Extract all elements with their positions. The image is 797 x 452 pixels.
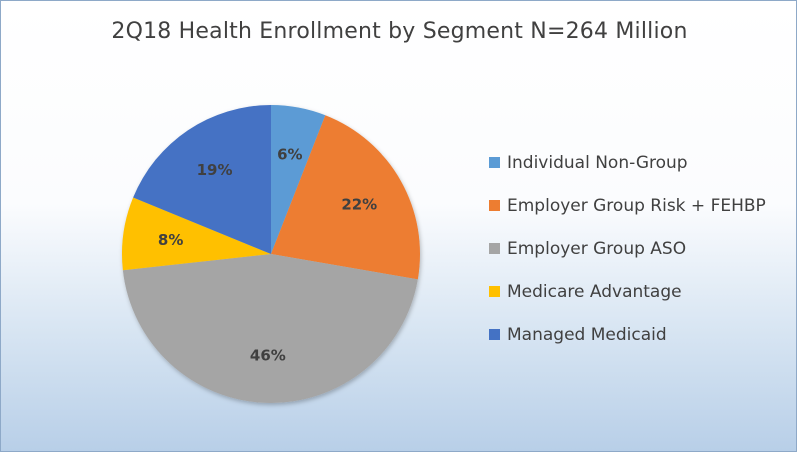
legend-label: Employer Group ASO — [507, 238, 687, 259]
legend-item: Employer Group ASO — [489, 227, 766, 270]
pie-slice-individual-non-group — [271, 105, 326, 254]
legend-item: Medicare Advantage — [489, 270, 766, 313]
slice-label: 22% — [341, 195, 377, 213]
slice-label: 19% — [197, 161, 233, 179]
legend-label: Individual Non-Group — [507, 152, 688, 173]
pie-slice-medicare-advantage — [121, 197, 271, 271]
legend-item: Employer Group Risk + FEHBP — [489, 184, 766, 227]
legend-label: Medicare Advantage — [507, 281, 682, 302]
slice-label: 6% — [277, 145, 302, 163]
legend-label: Managed Medicaid — [507, 324, 667, 345]
legend-swatch — [489, 243, 500, 254]
pie-slice-managed-medicaid — [133, 105, 271, 254]
legend-item: Managed Medicaid — [489, 313, 766, 356]
legend-swatch — [489, 157, 500, 168]
slice-label: 8% — [158, 231, 183, 249]
pie-slice-employer-group-risk-fehbp — [271, 115, 420, 280]
legend-label: Employer Group Risk + FEHBP — [507, 195, 766, 216]
chart-legend: Individual Non-Group Employer Group Risk … — [489, 141, 766, 356]
legend-swatch — [489, 329, 500, 340]
legend-swatch — [489, 286, 500, 297]
pie-slices — [121, 105, 420, 403]
legend-swatch — [489, 200, 500, 211]
pie-slice-employer-group-aso — [122, 254, 418, 403]
slice-label: 46% — [250, 346, 286, 364]
chart-title: 2Q18 Health Enrollment by Segment N=264 … — [111, 19, 688, 44]
legend-item: Individual Non-Group — [489, 141, 766, 184]
